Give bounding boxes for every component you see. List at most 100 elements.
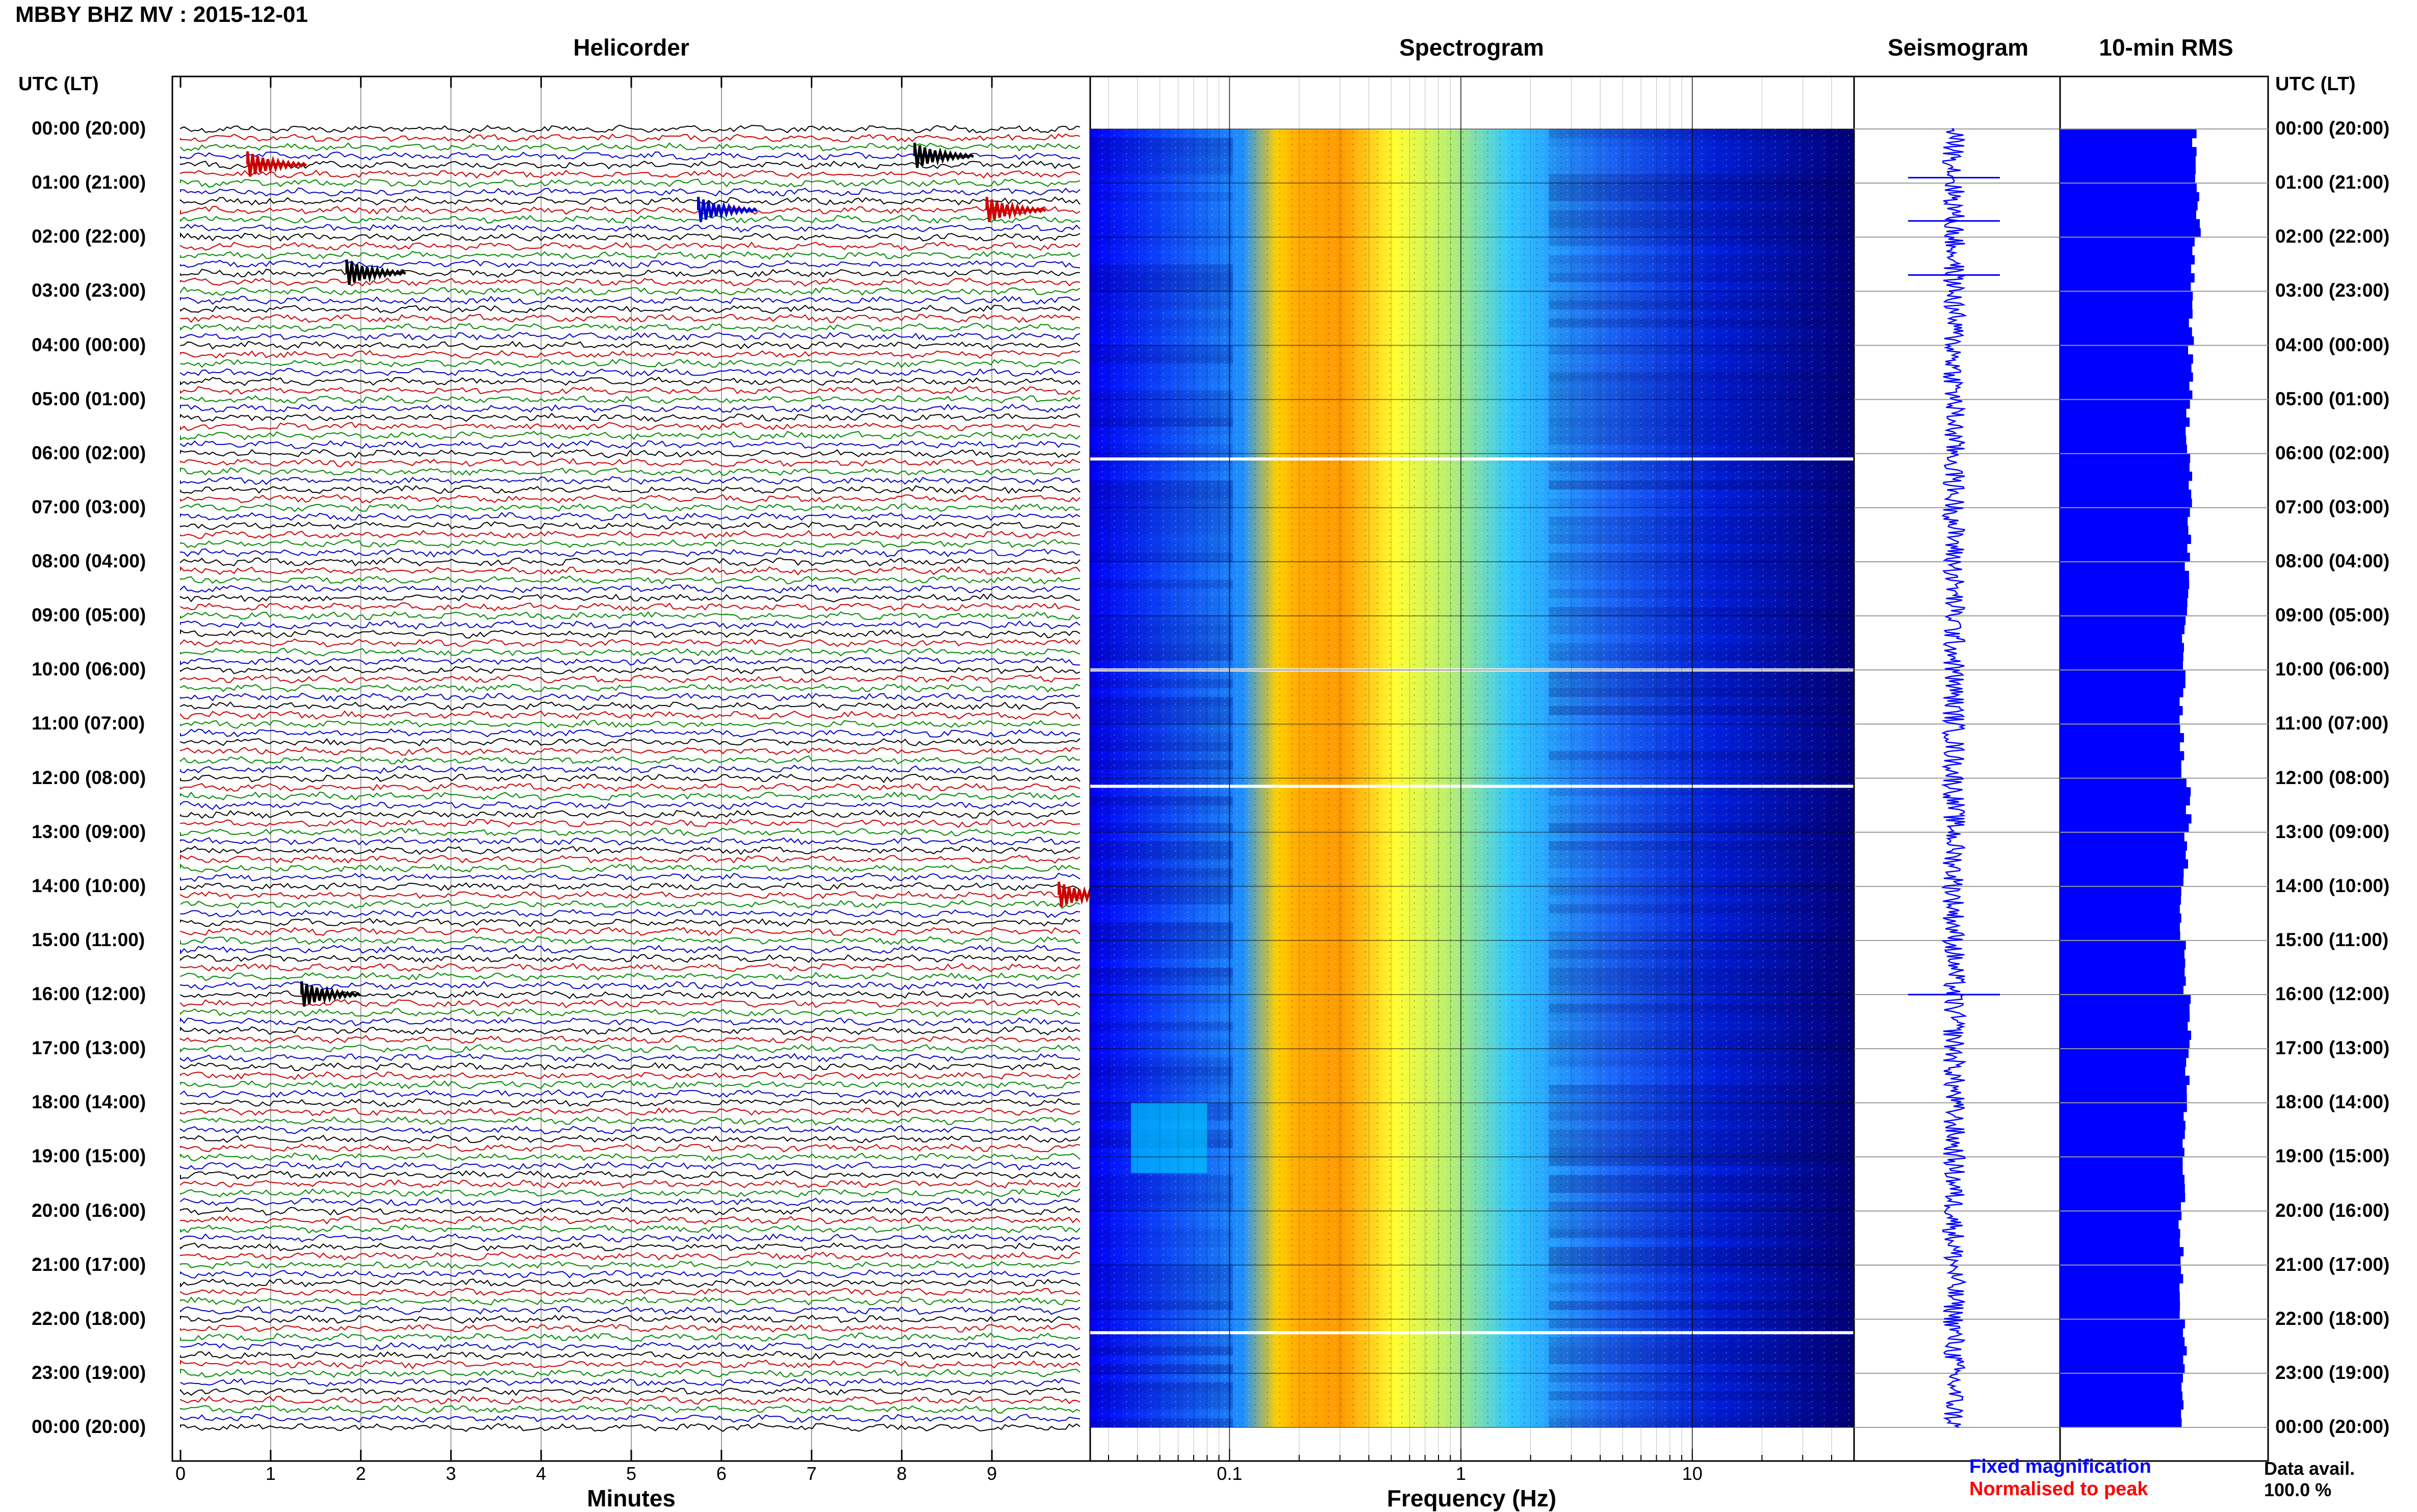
- time-label-right: 22:00 (18:00): [2275, 1308, 2390, 1329]
- rms-bar: [2060, 300, 2193, 310]
- helicorder-trace: [180, 1134, 1081, 1143]
- rms-bar: [2060, 733, 2184, 743]
- rms-bar: [2060, 724, 2180, 734]
- helicorder-trace: [180, 1260, 1081, 1270]
- helicorder-trace: [180, 323, 1081, 332]
- rms-bar: [2060, 1310, 2180, 1320]
- rms-bar: [2060, 886, 2181, 896]
- helicorder-trace: [180, 485, 1081, 494]
- time-label-right: 12:00 (08:00): [2275, 767, 2390, 788]
- rms-bar: [2060, 940, 2186, 950]
- frequency-tick-label: 10: [1682, 1463, 1703, 1484]
- helicorder-trace: [180, 1080, 1081, 1089]
- helicorder-trace: [180, 341, 1081, 350]
- helicorder-trace: [180, 1170, 1081, 1180]
- data-availability-value: 100.0 %: [2264, 1479, 2332, 1500]
- rms-bar: [2060, 336, 2194, 346]
- rms-bar: [2060, 1202, 2181, 1211]
- helicorder-trace: [180, 1306, 1081, 1315]
- rms-bar: [2060, 291, 2193, 301]
- rms-bar: [2060, 850, 2186, 860]
- rms-bar: [2060, 895, 2181, 905]
- rms-bar: [2060, 219, 2200, 229]
- rms-bar: [2060, 1103, 2187, 1112]
- rms-bar: [2060, 1084, 2187, 1094]
- helicorder-trace: [180, 927, 1081, 936]
- rms-bar: [2060, 1265, 2181, 1274]
- rms-bar: [2060, 192, 2199, 201]
- helicorder-trace: [180, 566, 1081, 576]
- rms-bar: [2060, 516, 2188, 526]
- rms-bar: [2060, 805, 2186, 815]
- rms-bar: [2060, 742, 2180, 751]
- rms-bar: [2060, 553, 2190, 562]
- helicorder-trace: [180, 476, 1081, 485]
- frequency-tick-label: 1: [1455, 1463, 1467, 1484]
- helicorder-trace: [180, 548, 1081, 558]
- time-label-left: 15:00 (11:00): [32, 929, 145, 950]
- spectrogram-panel: [1089, 75, 1855, 1462]
- helicorder-trace: [180, 557, 1081, 567]
- helicorder-trace: [180, 728, 1081, 738]
- rms-bar: [2060, 1211, 2182, 1220]
- helicorder-trace: [180, 1404, 1081, 1414]
- rms-bar: [2060, 147, 2197, 157]
- rms-bar: [2060, 1256, 2181, 1266]
- time-label-right: 15:00 (11:00): [2275, 929, 2389, 950]
- rms-bar: [2060, 985, 2184, 995]
- time-label-left: 04:00 (00:00): [32, 334, 146, 355]
- helicorder-trace: [180, 214, 1081, 224]
- helicorder-event: [697, 196, 758, 222]
- time-label-left: 23:00 (19:00): [32, 1362, 146, 1383]
- rms-bar: [2060, 1057, 2187, 1067]
- helicorder-trace: [180, 403, 1081, 413]
- helicorder-trace: [180, 999, 1081, 1008]
- helicorder-trace: [180, 1323, 1081, 1333]
- rms-bar: [2060, 616, 2186, 625]
- rms-bar: [2060, 183, 2197, 193]
- helicorder-trace: [180, 593, 1081, 603]
- time-label-left: 16:00 (12:00): [32, 983, 146, 1004]
- helicorder-trace: [180, 755, 1081, 765]
- helicorder-trace: [180, 1107, 1081, 1116]
- helicorder-trace: [180, 692, 1081, 702]
- utc-left-label: UTC (LT): [18, 73, 99, 95]
- time-label-left: 05:00 (01:00): [32, 388, 146, 409]
- frequency-tick-label: 0.1: [1217, 1463, 1243, 1484]
- helicorder-trace: [180, 503, 1081, 512]
- spectrogram-gap: [1090, 668, 1854, 672]
- helicorder-trace: [180, 295, 1081, 305]
- helicorder-trace: [180, 837, 1081, 846]
- helicorder-trace: [180, 1350, 1081, 1360]
- rms-bar: [2060, 1328, 2183, 1338]
- rms-bar: [2060, 1220, 2179, 1230]
- time-label-left: 20:00 (16:00): [32, 1200, 146, 1221]
- rms-bar: [2060, 1148, 2184, 1157]
- helicorder-trace: [180, 1387, 1081, 1396]
- helicorder-trace: [180, 764, 1081, 774]
- rms-bar: [2060, 1003, 2190, 1013]
- rms-bar: [2060, 156, 2196, 166]
- helicorder-trace: [180, 1251, 1081, 1261]
- rms-bar: [2060, 138, 2193, 147]
- time-label-right: 17:00 (13:00): [2275, 1037, 2390, 1059]
- plot-title: MBBY BHZ MV : 2015-12-01: [15, 2, 308, 27]
- time-label-left: 11:00 (07:00): [32, 713, 145, 734]
- time-label-left: 09:00 (05:00): [32, 605, 146, 626]
- helicorder-trace: [180, 746, 1081, 756]
- helicorder-trace: [180, 1071, 1081, 1080]
- helicorder-trace: [180, 1179, 1081, 1189]
- spectrogram-title: Spectrogram: [1399, 34, 1544, 61]
- rms-bar: [2060, 760, 2181, 770]
- minutes-tick-label: 6: [716, 1463, 727, 1484]
- rms-bar: [2060, 255, 2195, 265]
- rms-bar: [2060, 445, 2187, 454]
- rms-bar: [2060, 1337, 2185, 1347]
- seismogram-panel: [1853, 75, 2061, 1462]
- helicorder-trace: [180, 1044, 1081, 1053]
- rms-bar: [2060, 688, 2183, 697]
- rms-bar: [2060, 643, 2184, 653]
- rms-bar: [2060, 1319, 2185, 1328]
- helicorder-trace: [180, 1161, 1081, 1171]
- helicorder-trace: [180, 1089, 1080, 1099]
